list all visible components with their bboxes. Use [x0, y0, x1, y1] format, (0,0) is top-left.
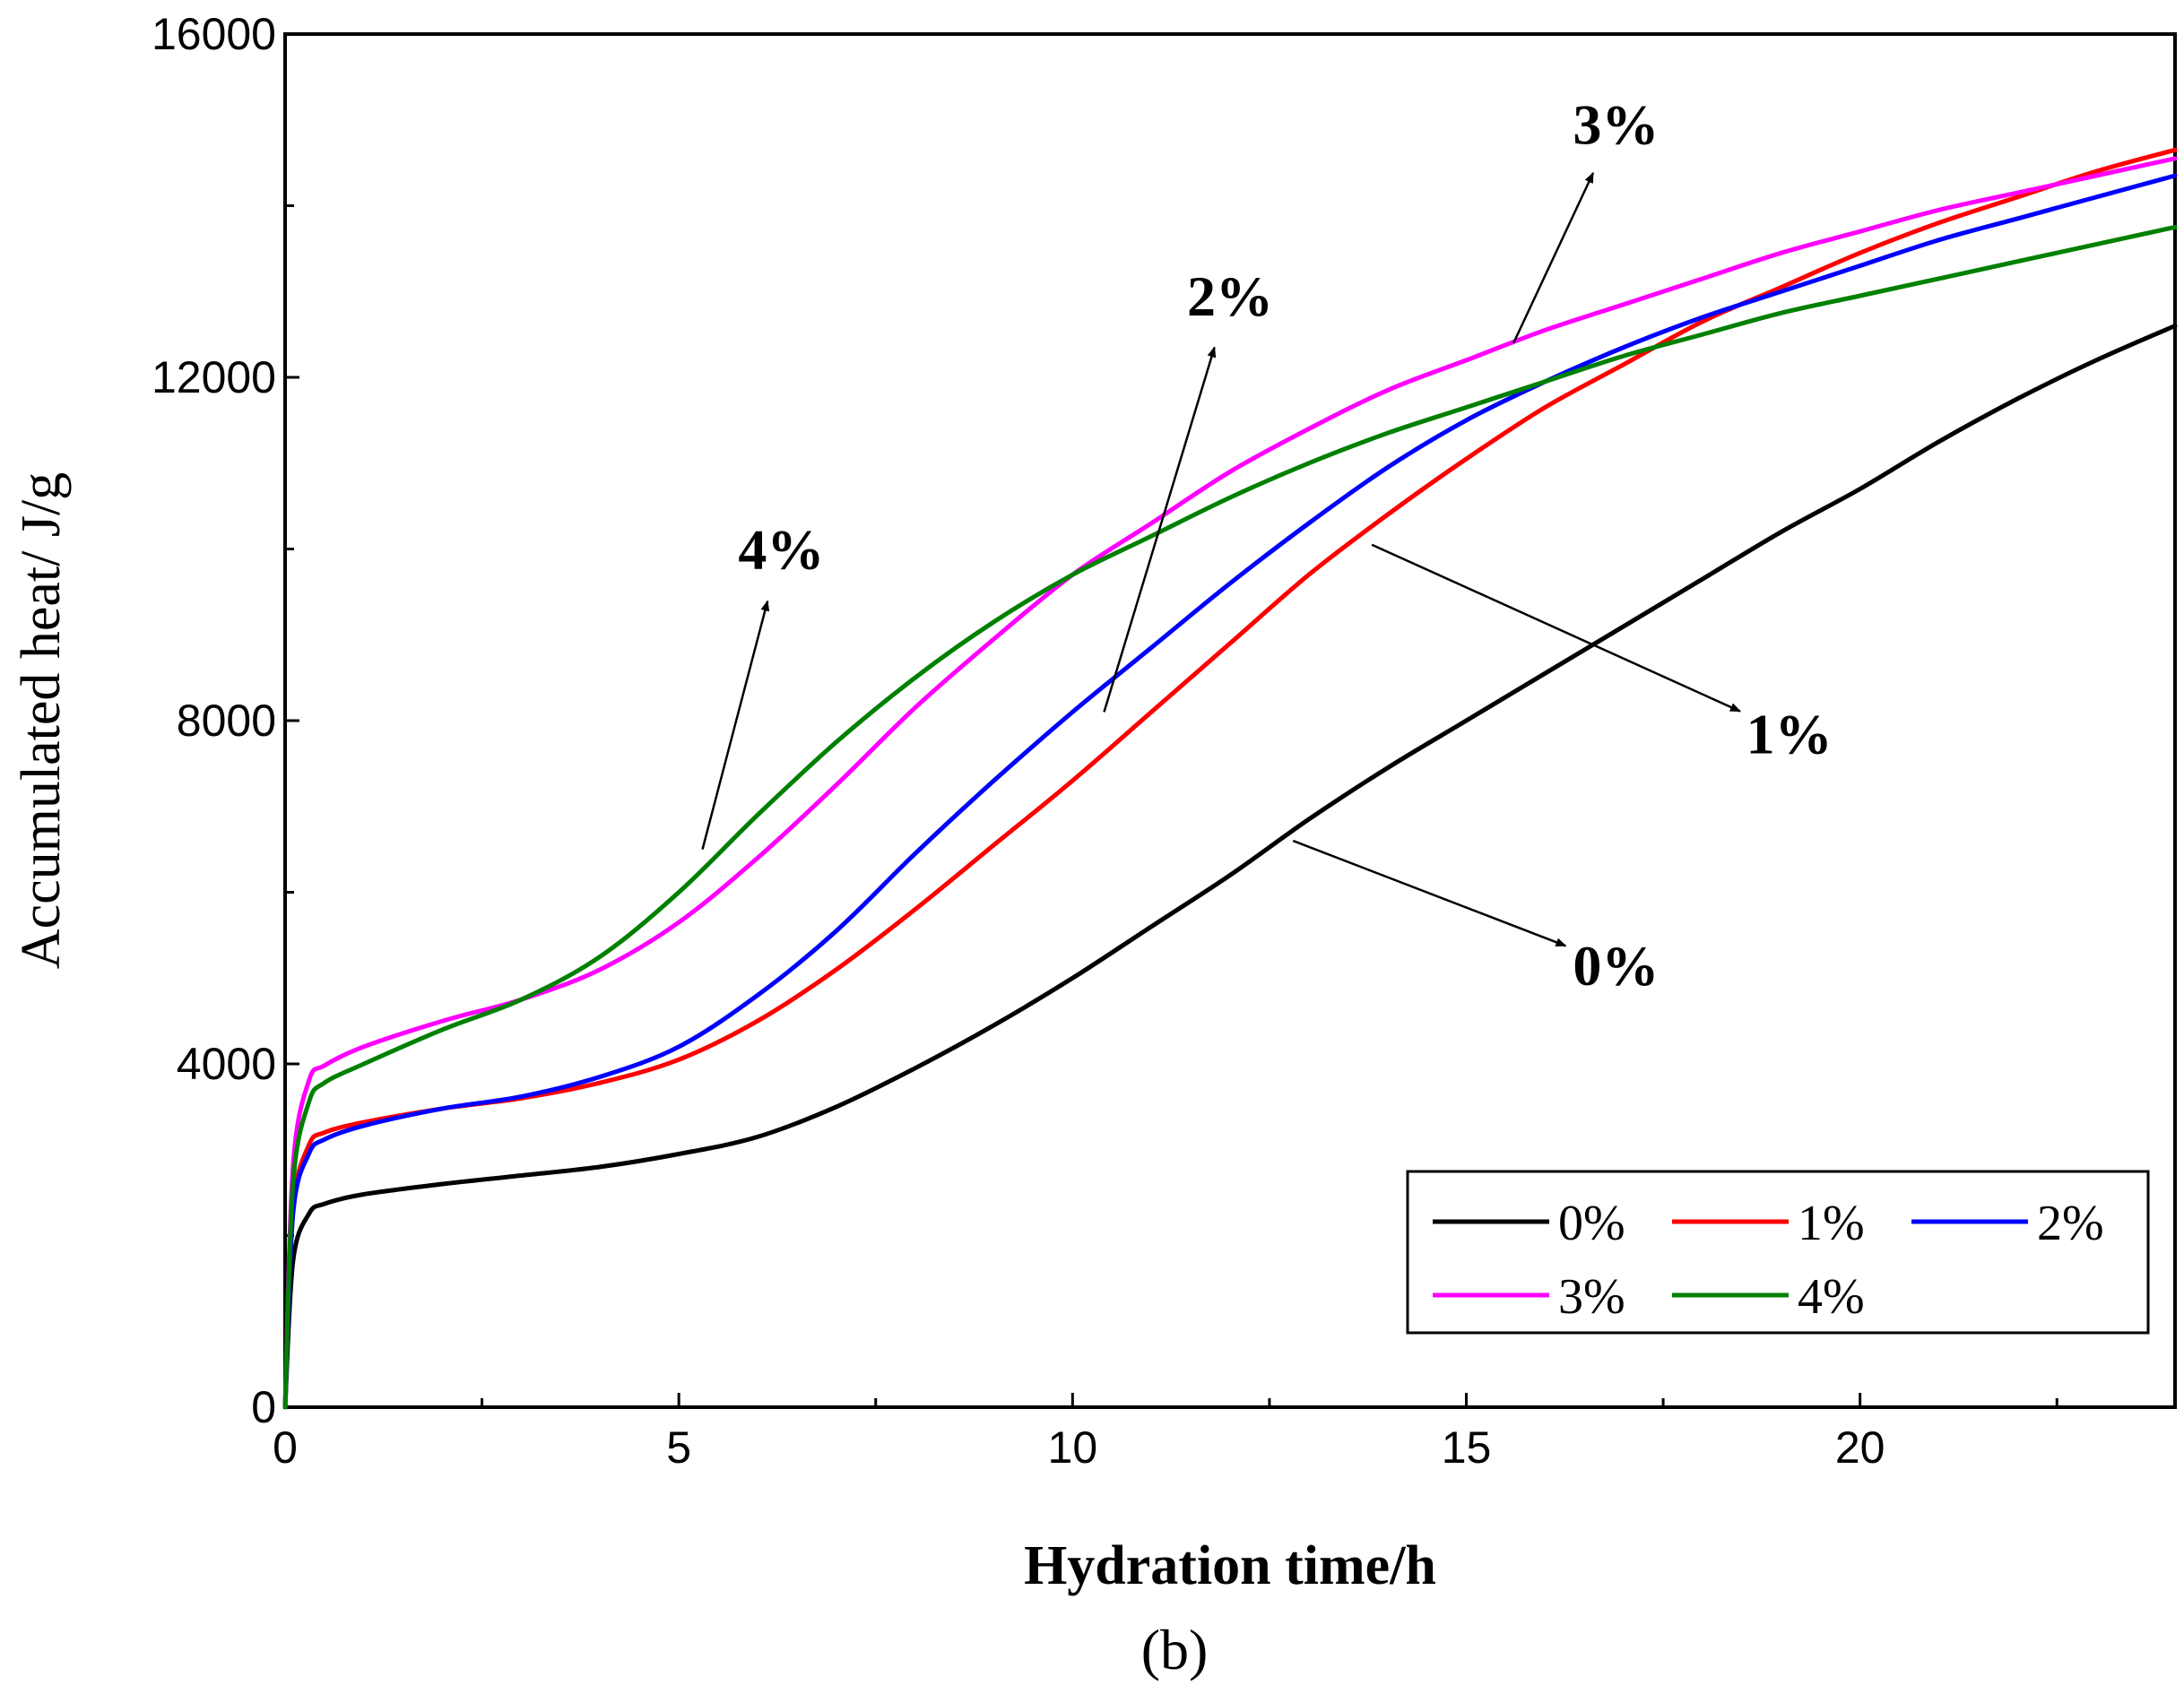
- x-axis-title: Hydration time/h: [1024, 1535, 1436, 1596]
- y-tick-label: 8000: [177, 696, 276, 746]
- legend: 0% 1% 2% 3% 4%: [1406, 1170, 2150, 1335]
- series-line-4pct: [282, 224, 2178, 1410]
- annotation-arrow: [1103, 346, 1217, 713]
- axis-tick-labels: 0 5 10 15 20 0 4000 8000 12000 16000: [152, 9, 1885, 1473]
- y-tick-label: 16000: [152, 9, 276, 59]
- x-tick-label: 0: [273, 1422, 298, 1473]
- figure-caption: (b): [1141, 1618, 1209, 1681]
- annotation-arrow: [1512, 171, 1595, 344]
- series-line-2pct: [282, 173, 2178, 1410]
- annotation-label: 2%: [1187, 264, 1273, 328]
- x-tick-label: 10: [1048, 1422, 1098, 1473]
- y-tick-label: 4000: [177, 1039, 276, 1089]
- legend-label: 2%: [2037, 1196, 2104, 1251]
- annotation-label: 3%: [1573, 93, 1659, 157]
- legend-box: [1406, 1170, 2150, 1335]
- annotation-label: 0%: [1573, 934, 1659, 998]
- x-tick-label: 15: [1442, 1422, 1492, 1473]
- legend-label: 3%: [1558, 1269, 1625, 1325]
- annotation-arrow: [1371, 543, 1741, 713]
- legend-label: 1%: [1798, 1196, 1865, 1251]
- axis-ticks: [283, 32, 2058, 1409]
- annotations: 0% 1% 2% 3% 4%: [701, 93, 1833, 998]
- y-axis-title: Accumulated heat/ J/g: [11, 472, 72, 969]
- legend-label: 4%: [1798, 1269, 1865, 1325]
- annotation-label: 1%: [1746, 702, 1833, 765]
- x-tick-label: 20: [1835, 1422, 1885, 1473]
- x-tick-label: 5: [666, 1422, 691, 1473]
- series-line-0pct: [282, 324, 2178, 1410]
- legend-label: 0%: [1558, 1196, 1625, 1251]
- y-tick-label: 12000: [152, 352, 276, 402]
- series-lines: [282, 147, 2178, 1410]
- annotation-arrow: [1292, 839, 1567, 947]
- annotation-arrow: [701, 600, 770, 850]
- annotation-label: 4%: [738, 518, 824, 582]
- y-tick-label: 0: [251, 1382, 276, 1432]
